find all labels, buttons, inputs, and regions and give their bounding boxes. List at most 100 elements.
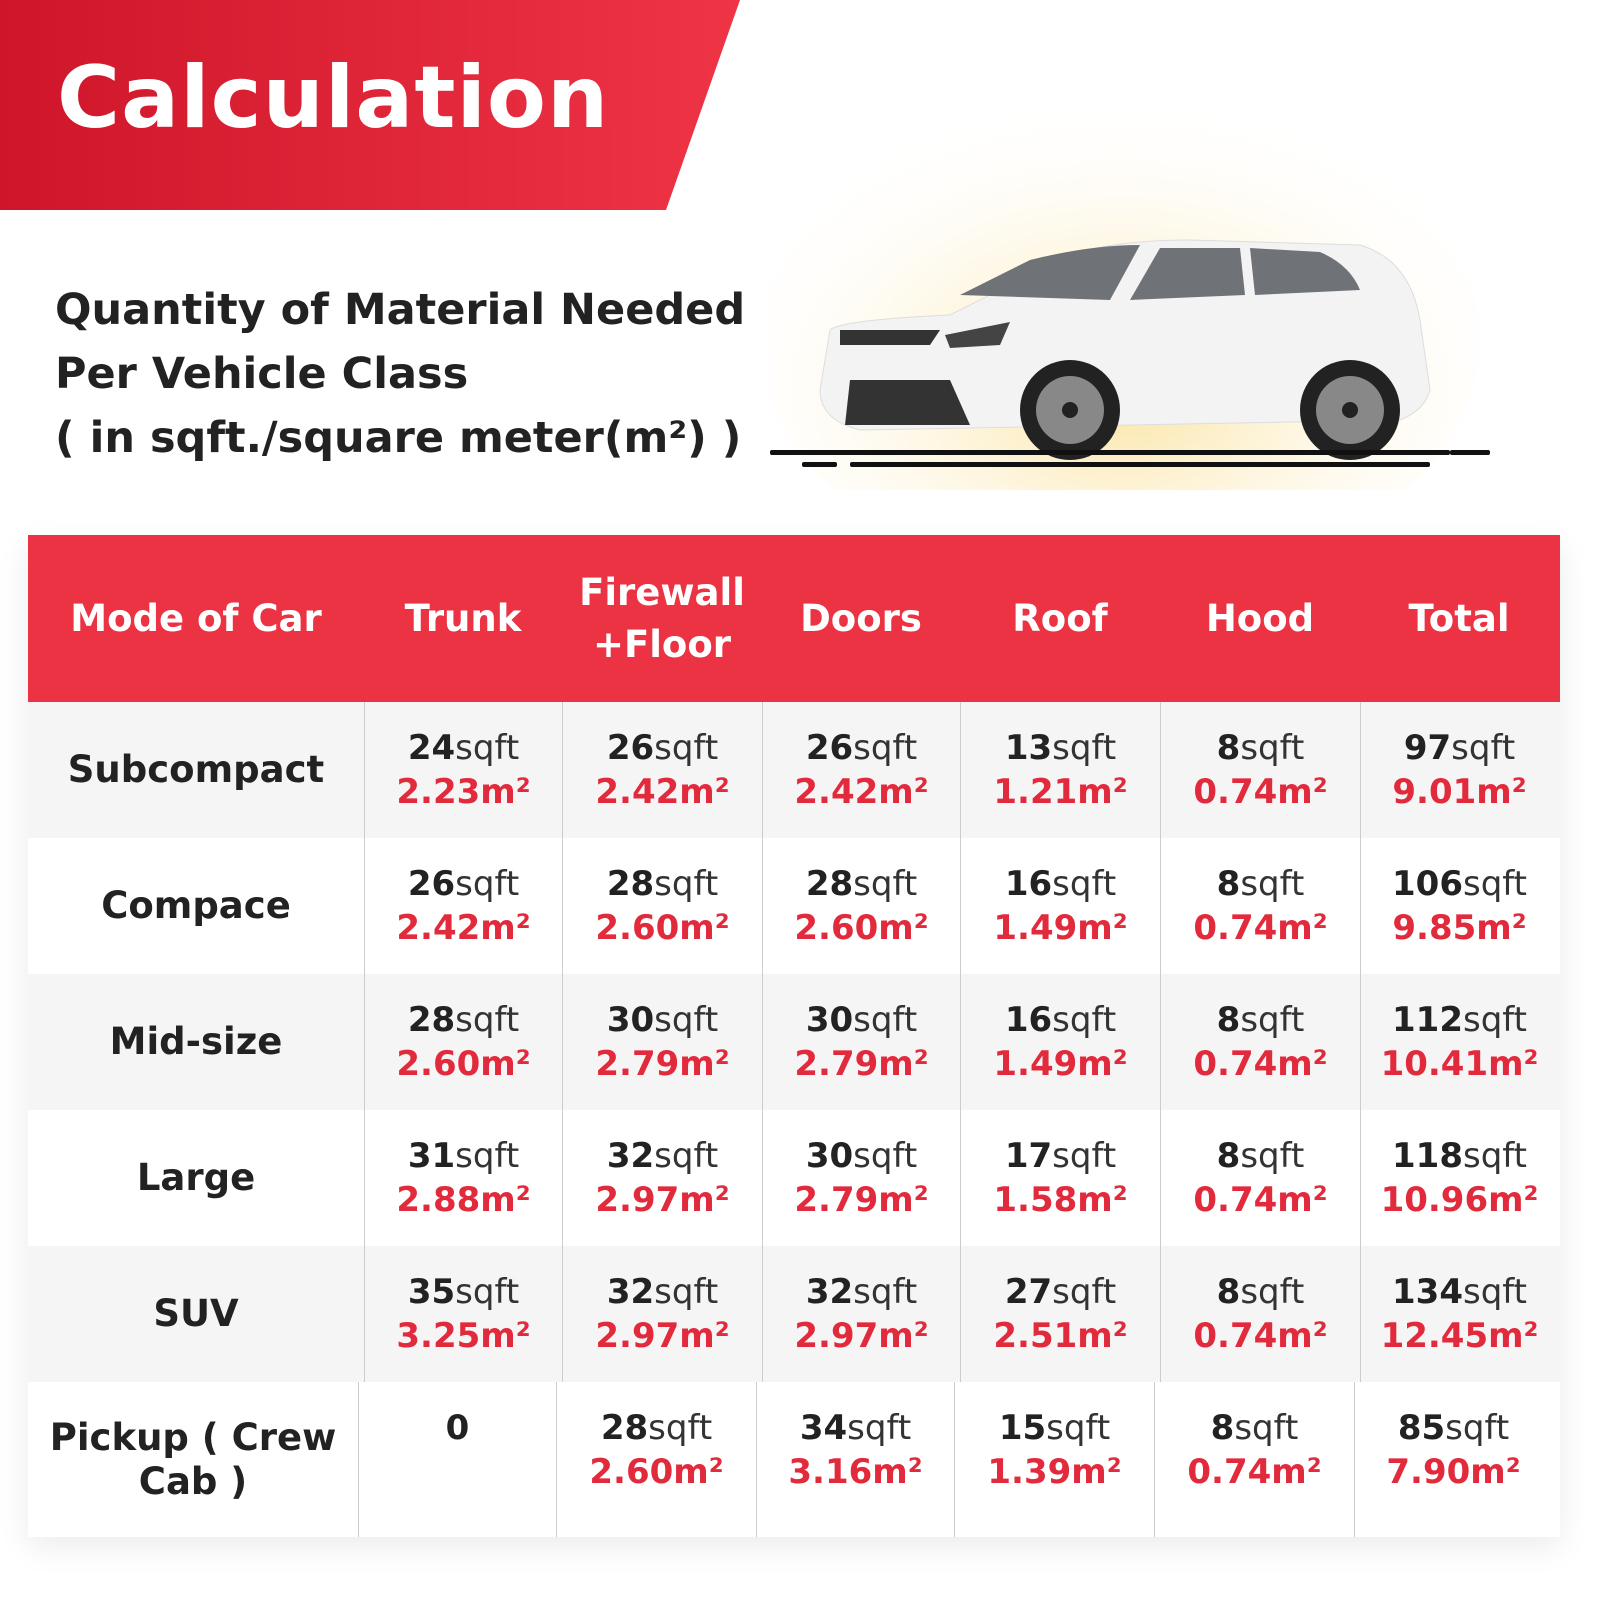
sqft-number: 13 [1004, 728, 1053, 768]
sqft-number: 31 [407, 1136, 456, 1176]
sqft-value: 28sqft [601, 1408, 712, 1448]
value-cell: 30sqft 2.79m² [762, 1110, 960, 1246]
sqft-number: 28 [407, 1000, 456, 1040]
square-meter-value: 3.16m² [788, 1452, 923, 1492]
value-cell: 32sqft 2.97m² [562, 1246, 762, 1382]
square-meter-value: 2.60m² [396, 1044, 531, 1084]
table-row: Large 31sqft 2.88m² 32sqft 2.97m² 30sqft 2.79m… [28, 1110, 1560, 1246]
sqft-number: 32 [606, 1136, 655, 1176]
value-cell: 30sqft 2.79m² [762, 974, 960, 1110]
sqft-unit: sqft [1240, 1136, 1305, 1176]
sqft-value: 28sqft [408, 1000, 519, 1040]
sqft-number: 32 [805, 1272, 854, 1312]
sqft-unit: sqft [853, 1272, 918, 1312]
square-meter-value: 9.01m² [1392, 772, 1527, 812]
value-cell: 8sqft 0.74m² [1154, 1382, 1354, 1537]
sqft-value: 30sqft [806, 1136, 917, 1176]
sqft-unit: sqft [847, 1408, 912, 1448]
sqft-unit: sqft [1462, 1136, 1527, 1176]
value-cell: 26sqft 2.42m² [364, 838, 562, 974]
sqft-number: 16 [1004, 864, 1053, 904]
sqft-number: 15 [998, 1408, 1047, 1448]
value-cell: 118sqft 10.96m² [1360, 1110, 1558, 1246]
square-meter-value: 3.25m² [396, 1316, 531, 1356]
square-meter-value: 0.74m² [1193, 1044, 1328, 1084]
sqft-number: 30 [805, 1000, 854, 1040]
sqft-value: 8sqft [1217, 1136, 1305, 1176]
sqft-unit: sqft [853, 864, 918, 904]
sqft-number: 106 [1392, 864, 1463, 904]
value-cell: 30sqft 2.79m² [562, 974, 762, 1110]
sqft-unit: sqft [654, 1136, 719, 1176]
sqft-value: 28sqft [806, 864, 917, 904]
square-meter-value: 2.97m² [794, 1316, 929, 1356]
sqft-number: 8 [1216, 864, 1241, 904]
square-meter-value: 9.85m² [1392, 908, 1527, 948]
sqft-number: 27 [1004, 1272, 1053, 1312]
value-cell: 32sqft 2.97m² [762, 1246, 960, 1382]
sqft-number: 0 [445, 1408, 470, 1448]
sqft-number: 24 [407, 728, 456, 768]
value-cell: 17sqft 1.58m² [960, 1110, 1160, 1246]
value-cell: 35sqft 3.25m² [364, 1246, 562, 1382]
sqft-unit: sqft [654, 1000, 719, 1040]
sqft-value: 0 [446, 1408, 470, 1448]
sqft-unit: sqft [654, 728, 719, 768]
sqft-value: 134sqft [1392, 1272, 1527, 1312]
sqft-unit: sqft [1240, 864, 1305, 904]
value-cell: 27sqft 2.51m² [960, 1246, 1160, 1382]
sqft-unit: sqft [1445, 1408, 1510, 1448]
vehicle-class-label: Pickup ( Crew Cab ) [49, 1415, 337, 1503]
value-cell: 28sqft 2.60m² [762, 838, 960, 974]
square-meter-value: 2.97m² [595, 1316, 730, 1356]
square-meter-value: 2.88m² [396, 1180, 531, 1220]
sqft-unit: sqft [1052, 1000, 1117, 1040]
square-meter-value: 2.42m² [794, 772, 929, 812]
column-header: Hood [1205, 596, 1315, 640]
sqft-unit: sqft [1240, 728, 1305, 768]
sqft-unit: sqft [1462, 864, 1527, 904]
subtitle-line: ( in sqft./square meter(m²) ) [55, 413, 742, 463]
sqft-value: 26sqft [806, 728, 917, 768]
square-meter-value: 2.42m² [396, 908, 531, 948]
column-header: Firewall +Floor [579, 570, 745, 666]
sqft-number: 34 [799, 1408, 848, 1448]
value-cell: 16sqft 1.49m² [960, 838, 1160, 974]
subtitle: Quantity of Material Needed Per Vehicle … [55, 278, 745, 470]
sqft-value: 24sqft [408, 728, 519, 768]
vehicle-class-label: Large [136, 1156, 256, 1199]
table-row: Pickup ( Crew Cab ) 0 28sqft 2.60m² 34sqft 3.… [28, 1382, 1560, 1537]
sqft-value: 112sqft [1392, 1000, 1527, 1040]
sqft-value: 8sqft [1211, 1408, 1299, 1448]
column-header: Doors [800, 596, 922, 640]
column-header: Trunk [404, 596, 522, 640]
square-meter-value: 1.58m² [993, 1180, 1128, 1220]
car-illustration [770, 90, 1490, 490]
sqft-number: 8 [1216, 1136, 1241, 1176]
value-cell: 16sqft 1.49m² [960, 974, 1160, 1110]
sqft-unit: sqft [1462, 1272, 1527, 1312]
sqft-unit: sqft [455, 1136, 520, 1176]
sqft-unit: sqft [1462, 1000, 1527, 1040]
value-cell: 28sqft 2.60m² [556, 1382, 756, 1537]
square-meter-value: 10.96m² [1380, 1180, 1539, 1220]
square-meter-value: 2.79m² [794, 1044, 929, 1084]
value-cell: 97sqft 9.01m² [1360, 702, 1558, 838]
title-banner [0, 0, 740, 210]
value-cell: 85sqft 7.90m² [1354, 1382, 1552, 1537]
sqft-number: 28 [606, 864, 655, 904]
sqft-value: 16sqft [1005, 1000, 1116, 1040]
sqft-number: 28 [600, 1408, 649, 1448]
sqft-value: 32sqft [806, 1272, 917, 1312]
sqft-value: 106sqft [1392, 864, 1527, 904]
table-row: Subcompact 24sqft 2.23m² 26sqft 2.42m² 26sqft… [28, 702, 1560, 838]
square-meter-value: 2.23m² [396, 772, 531, 812]
square-meter-value: 1.39m² [987, 1452, 1122, 1492]
square-meter-value: 0.74m² [1193, 1316, 1328, 1356]
square-meter-value: 2.60m² [589, 1452, 724, 1492]
sqft-number: 30 [805, 1136, 854, 1176]
square-meter-value: 10.41m² [1380, 1044, 1539, 1084]
sqft-number: 134 [1392, 1272, 1463, 1312]
sqft-unit: sqft [455, 864, 520, 904]
sqft-value: 8sqft [1217, 864, 1305, 904]
